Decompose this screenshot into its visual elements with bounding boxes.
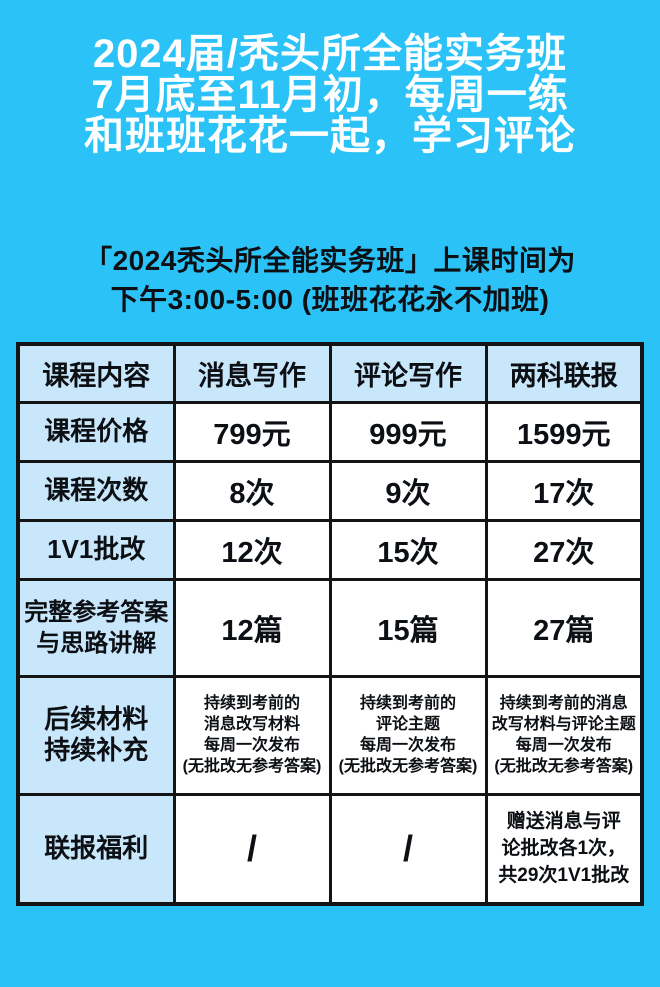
row-label-followup-materials: 后续材料 持续补充 <box>16 674 176 796</box>
price-cell-commentary: 999元 <box>328 400 488 463</box>
session-count-cell-bundle: 17次 <box>484 459 644 522</box>
bonus-cell-commentary-slash: / <box>328 792 488 906</box>
materials-bundle-line-4: (无批改无参考答案) <box>494 758 634 775</box>
correction-cell-commentary: 15次 <box>328 518 488 581</box>
column-header-content: 课程内容 <box>16 342 176 404</box>
table-header-row: 课程内容 消息写作 评论写作 两科联报 <box>16 342 644 404</box>
table-row-reference-answers: 完整参考答案 与思路讲解 12篇 15篇 27篇 <box>16 577 644 678</box>
correction-cell-news: 12次 <box>172 518 332 581</box>
materials-news-line-4: (无批改无参考答案) <box>182 758 322 775</box>
title-line-3: 和班班花花一起，学习评论 <box>84 114 576 158</box>
materials-news-line-2: 消息改写材料 <box>203 716 300 733</box>
correction-cell-bundle: 27次 <box>484 518 644 581</box>
bonus-cell-bundle: 赠送消息与评 论批改各1次， 共29次1V1批改 <box>484 792 644 906</box>
session-count-cell-news: 8次 <box>172 459 332 522</box>
materials-commentary-line-3: 每周一次发布 <box>359 737 456 754</box>
title-line-1: 2024届/秃头所全能实务班 <box>92 32 568 76</box>
course-pricing-table: 课程内容 消息写作 评论写作 两科联报 课程价格 799元 999元 1599元… <box>16 342 644 906</box>
materials-cell-commentary: 持续到考前的 评论主题 每周一次发布 (无批改无参考答案) <box>328 674 488 796</box>
materials-bundle-line-2: 改写材料与评论主题 <box>491 716 636 733</box>
row-label-bundle-bonus: 联报福利 <box>16 792 176 906</box>
session-count-cell-commentary: 9次 <box>328 459 488 522</box>
row-label-reference-answers: 完整参考答案 与思路讲解 <box>16 577 176 678</box>
row-label-line-2: 持续补充 <box>44 735 149 765</box>
row-label-price: 课程价格 <box>16 400 176 463</box>
price-cell-news: 799元 <box>172 400 332 463</box>
materials-cell-bundle: 持续到考前的消息 改写材料与评论主题 每周一次发布 (无批改无参考答案) <box>484 674 644 796</box>
schedule-line-1: 「2024秃头所全能实务班」上课时间为 <box>84 245 576 276</box>
materials-cell-news: 持续到考前的 消息改写材料 每周一次发布 (无批改无参考答案) <box>172 674 332 796</box>
table-row-bundle-bonus: 联报福利 / / 赠送消息与评 论批改各1次， 共29次1V1批改 <box>16 792 644 906</box>
bonus-bundle-line-3: 共29次1V1批改 <box>498 865 630 887</box>
row-label-line-2: 与思路讲解 <box>36 629 157 657</box>
price-cell-bundle: 1599元 <box>484 400 644 463</box>
materials-commentary-line-4: (无批改无参考答案) <box>338 758 478 775</box>
row-label-1v1-correction: 1V1批改 <box>16 518 176 581</box>
materials-commentary-line-2: 评论主题 <box>375 716 440 733</box>
bonus-cell-news-slash: / <box>172 792 332 906</box>
answers-cell-bundle: 27篇 <box>484 577 644 678</box>
column-header-commentary-writing: 评论写作 <box>328 342 488 404</box>
column-header-news-writing: 消息写作 <box>172 342 332 404</box>
table-row-followup-materials: 后续材料 持续补充 持续到考前的 消息改写材料 每周一次发布 (无批改无参考答案… <box>16 674 644 796</box>
materials-bundle-line-1: 持续到考前的消息 <box>499 695 628 712</box>
column-header-bundle: 两科联报 <box>484 342 644 404</box>
table-row-session-count: 课程次数 8次 9次 17次 <box>16 459 644 522</box>
answers-cell-commentary: 15篇 <box>328 577 488 678</box>
bonus-bundle-line-1: 赠送消息与评 <box>506 811 621 833</box>
row-label-line-1: 后续材料 <box>44 704 149 734</box>
materials-bundle-line-3: 每周一次发布 <box>515 737 612 754</box>
schedule-note: 「2024秃头所全能实务班」上课时间为 下午3:00-5:00 (班班花花永不加… <box>0 241 660 319</box>
title-line-2: 7月底至11月初，每周一练 <box>91 73 569 117</box>
table-row-1v1-correction: 1V1批改 12次 15次 27次 <box>16 518 644 581</box>
page-title: 2024届/秃头所全能实务班 7月底至11月初，每周一练 和班班花花一起，学习评… <box>0 0 660 157</box>
materials-news-line-1: 持续到考前的 <box>203 695 300 712</box>
bonus-bundle-line-2: 论批改各1次， <box>501 838 627 860</box>
table-row-price: 课程价格 799元 999元 1599元 <box>16 400 644 463</box>
materials-news-line-3: 每周一次发布 <box>203 737 300 754</box>
materials-commentary-line-1: 持续到考前的 <box>359 695 456 712</box>
row-label-session-count: 课程次数 <box>16 459 176 522</box>
row-label-line-1: 完整参考答案 <box>24 598 169 626</box>
schedule-line-2: 下午3:00-5:00 (班班花花永不加班) <box>110 284 550 315</box>
answers-cell-news: 12篇 <box>172 577 332 678</box>
